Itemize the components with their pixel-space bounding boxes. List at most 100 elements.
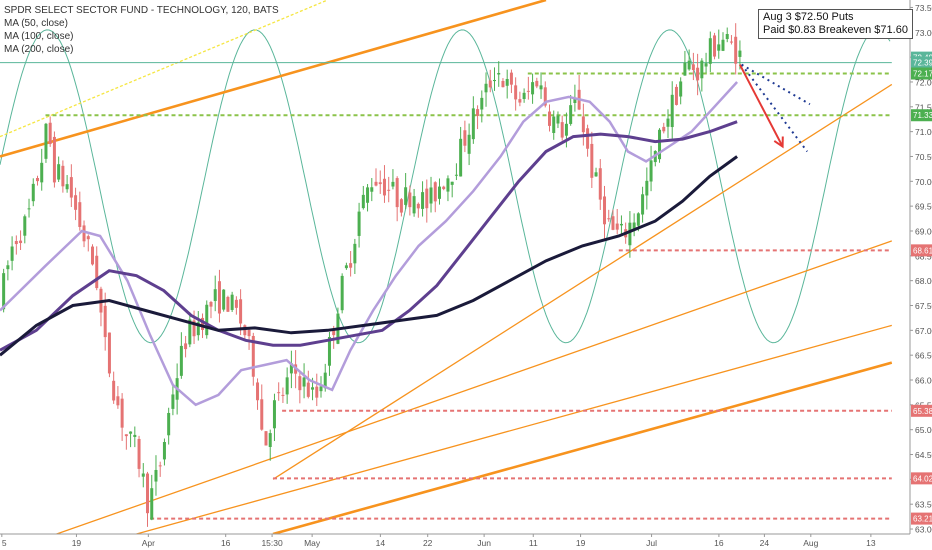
candle-body (691, 64, 695, 70)
y-tick-label: 64.50 (915, 450, 932, 460)
candle-body (476, 109, 480, 116)
candle (154, 455, 158, 496)
candle-body (171, 394, 175, 409)
price-label-box (911, 472, 932, 485)
cycle-wave (0, 29, 891, 344)
candle (674, 84, 678, 106)
candle-body (158, 465, 162, 467)
candle-body (44, 123, 48, 159)
cycle-wave-line (0, 29, 891, 344)
candle (679, 77, 683, 105)
candle (696, 53, 700, 96)
legend-title: SPDR SELECT SECTOR FUND - TECHNOLOGY, 12… (4, 5, 279, 16)
y-tick-label: 65.00 (915, 425, 932, 435)
candle (281, 387, 285, 403)
candle (65, 175, 69, 193)
candle-body (535, 80, 539, 87)
candle (158, 461, 162, 477)
candle-body (539, 85, 543, 90)
x-tick-label: Apr (142, 538, 155, 548)
candle-body (531, 82, 535, 95)
trendlines (0, 0, 893, 550)
candle (471, 96, 475, 144)
candle (569, 94, 573, 126)
candle-body (31, 183, 35, 202)
candle (6, 260, 10, 281)
candle-body (471, 108, 475, 140)
candle-body (564, 123, 568, 136)
ma50-line (0, 81, 739, 407)
candle-body (607, 218, 611, 220)
candle (247, 327, 251, 350)
candle-body (2, 273, 6, 310)
projection-arrow-line (738, 64, 784, 148)
x-tick-label: 16 (714, 538, 724, 548)
candle (683, 50, 687, 76)
candle-body (213, 289, 217, 302)
candle (40, 148, 44, 191)
candle (213, 275, 217, 312)
candle (658, 128, 662, 163)
candle (421, 181, 425, 217)
candle (425, 179, 429, 223)
candle (522, 88, 526, 103)
candle (256, 378, 260, 410)
candle (120, 393, 124, 441)
candle-body (141, 473, 145, 477)
candle (611, 209, 615, 231)
y-tick-label: 66.50 (915, 351, 932, 361)
candle-body (433, 182, 437, 202)
x-tick-label: 15:30 (261, 538, 283, 548)
candle-body (234, 299, 238, 308)
candle-body (480, 97, 484, 110)
candle-body (552, 116, 556, 134)
candle (344, 262, 348, 270)
candle-body (366, 187, 370, 203)
candle (184, 335, 188, 358)
candle-body (560, 122, 564, 138)
candle (467, 123, 471, 166)
candle (357, 202, 361, 248)
candle-body (594, 172, 598, 177)
candle (408, 185, 412, 216)
candle-body (239, 299, 243, 324)
candle-body (179, 345, 183, 376)
candle (649, 145, 653, 192)
candle-body (120, 398, 124, 428)
candle (315, 373, 319, 407)
candle-body (196, 322, 200, 336)
x-tick-label: 14 (376, 538, 386, 548)
candle-body (442, 186, 446, 190)
x-tick-label: 22 (423, 538, 433, 548)
candle-body (509, 72, 513, 85)
annotation-line-2: Paid $0.83 Breakeven $71.60 (763, 24, 908, 36)
candle-body (586, 128, 590, 149)
candle-body (628, 222, 632, 246)
ma100-line (0, 120, 738, 352)
candle-body (74, 195, 78, 210)
candle-body (636, 213, 640, 226)
candle-body (704, 63, 708, 67)
candle-body (69, 177, 73, 198)
candle (442, 185, 446, 191)
candle-body (217, 281, 221, 314)
candle (539, 72, 543, 99)
y-tick-label: 73.00 (915, 28, 932, 38)
candle (95, 246, 99, 291)
candle (205, 300, 209, 339)
trade-annotation[interactable]: Aug 3 $72.50 Puts Paid $0.83 Breakeven $… (758, 9, 913, 39)
candle (10, 236, 14, 271)
candle (412, 188, 416, 217)
candle-body (734, 36, 738, 64)
candle-body (116, 396, 120, 406)
candle (560, 115, 564, 141)
candle-body (124, 434, 128, 437)
candle (48, 116, 52, 147)
candle (217, 269, 221, 323)
candle-body (95, 255, 99, 289)
candle-body (82, 225, 86, 242)
candle (531, 73, 535, 104)
candle (61, 160, 65, 193)
candle (586, 124, 590, 157)
